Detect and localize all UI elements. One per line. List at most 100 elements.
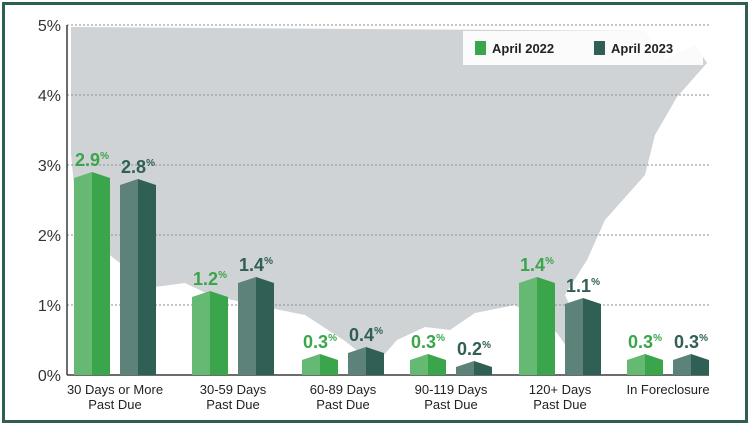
bar-value-unit: % [653, 333, 662, 344]
bar-value-unit: % [591, 277, 600, 288]
bar-value-number: 0.3 [303, 332, 328, 352]
bar-value-unit: % [328, 333, 337, 344]
bar-value-number: 1.4 [239, 255, 264, 275]
bar-value-number: 0.3 [674, 332, 699, 352]
bar-value-unit: % [436, 333, 445, 344]
bar-face-right [366, 347, 384, 375]
bar-value-label: 1.2% [193, 269, 227, 289]
bar-face-right [474, 361, 492, 375]
bar-face-right [645, 354, 663, 375]
y-tick-label: 3% [38, 158, 61, 175]
bar-april-2022 [302, 354, 338, 375]
bar-value-number: 0.4 [349, 325, 374, 345]
bar-face-left [673, 354, 691, 375]
x-category-label-line: Past Due [88, 397, 141, 412]
bar-face-right [537, 277, 555, 375]
bar-value-label: 2.8% [121, 157, 155, 177]
x-category-label: 30 Days or More Past Due [67, 382, 163, 412]
x-category-label-line: 120+ Days [529, 382, 592, 397]
bar-value-label: 0.2% [457, 339, 491, 359]
x-category-label-line: 30 Days or More [67, 382, 163, 397]
bar-value-number: 1.4 [520, 255, 545, 275]
bar-april-2023 [456, 361, 492, 375]
bar-face-left [348, 347, 366, 375]
bar-april-2022 [192, 291, 228, 375]
bar-value-label: 0.4% [349, 325, 383, 345]
bar-value-label: 1.4% [239, 255, 273, 275]
x-category-label-line: Past Due [533, 397, 586, 412]
x-category-label-line: Past Due [206, 397, 259, 412]
legend-label: April 2023 [611, 41, 673, 56]
legend-item: April 2023 [594, 41, 673, 56]
bar-face-left [627, 354, 645, 375]
bar-april-2023 [120, 179, 156, 375]
bar-value-label: 2.9% [75, 150, 109, 170]
y-tick-label: 5% [38, 18, 61, 35]
bar-face-left [120, 179, 138, 375]
x-category-label-line: Past Due [316, 397, 369, 412]
bar-value-number: 1.1 [566, 276, 591, 296]
bar-face-right [92, 172, 110, 375]
legend-swatch [594, 41, 605, 55]
x-category-label: 120+ Days Past Due [529, 382, 592, 412]
bar-value-label: 1.4% [520, 255, 554, 275]
bar-value-unit: % [218, 270, 227, 281]
x-category-label-line: 60-89 Days [310, 382, 377, 397]
y-tick-label: 0% [38, 368, 61, 385]
legend-label: April 2022 [492, 41, 554, 56]
bar-april-2022 [519, 277, 555, 375]
bar-value-label: 0.3% [411, 332, 445, 352]
bar-value-number: 0.2 [457, 339, 482, 359]
bar-value-unit: % [264, 256, 273, 267]
x-category-label-line: 30-59 Days [200, 382, 267, 397]
x-category-label: 90-119 Days Past Due [415, 382, 488, 412]
x-category-label-line: Past Due [424, 397, 477, 412]
x-category-label-line: 90-119 Days [415, 382, 488, 397]
bar-value-unit: % [699, 333, 708, 344]
bar-face-right [138, 179, 156, 375]
bar-value-unit: % [374, 326, 383, 337]
legend-item: April 2022 [475, 41, 554, 56]
bar-face-left [74, 172, 92, 375]
us-map-silhouette [71, 27, 707, 373]
bar-value-unit: % [100, 151, 109, 162]
legend: April 2022 April 2023 [463, 31, 703, 65]
y-tick-label: 4% [38, 88, 61, 105]
bar-april-2023 [565, 298, 601, 375]
x-category-label: In Foreclosure [626, 382, 709, 397]
x-category-label-line: In Foreclosure [626, 382, 709, 397]
bar-april-2022 [410, 354, 446, 375]
x-category-label: 60-89 Days Past Due [310, 382, 377, 412]
bar-chart: 0%1%2%3%4%5%2.9%2.8%30 Days or More Past … [38, 18, 710, 412]
bar-face-left [302, 354, 320, 375]
y-tick-label: 2% [38, 228, 61, 245]
bar-april-2022 [627, 354, 663, 375]
bar-april-2022 [74, 172, 110, 375]
y-tick-label: 1% [38, 298, 61, 315]
bar-face-right [583, 298, 601, 375]
bar-value-number: 0.3 [411, 332, 436, 352]
bar-face-left [565, 298, 583, 375]
x-category-label: 30-59 Days Past Due [200, 382, 267, 412]
bar-face-right [691, 354, 709, 375]
bar-face-left [410, 354, 428, 375]
bar-value-unit: % [146, 158, 155, 169]
bar-face-left [192, 291, 210, 375]
bar-april-2023 [348, 347, 384, 375]
bar-april-2023 [238, 277, 274, 375]
bar-value-label: 0.3% [303, 332, 337, 352]
legend-swatch [475, 41, 486, 55]
bar-value-number: 0.3 [628, 332, 653, 352]
legend-box [463, 31, 703, 65]
bar-face-right [210, 291, 228, 375]
bar-value-number: 2.9 [75, 150, 100, 170]
bar-value-unit: % [482, 340, 491, 351]
bar-value-label: 0.3% [674, 332, 708, 352]
bar-face-left [238, 277, 256, 375]
bar-value-number: 2.8 [121, 157, 146, 177]
bar-april-2023 [673, 354, 709, 375]
bar-face-right [428, 354, 446, 375]
bar-value-label: 0.3% [628, 332, 662, 352]
bar-face-right [320, 354, 338, 375]
